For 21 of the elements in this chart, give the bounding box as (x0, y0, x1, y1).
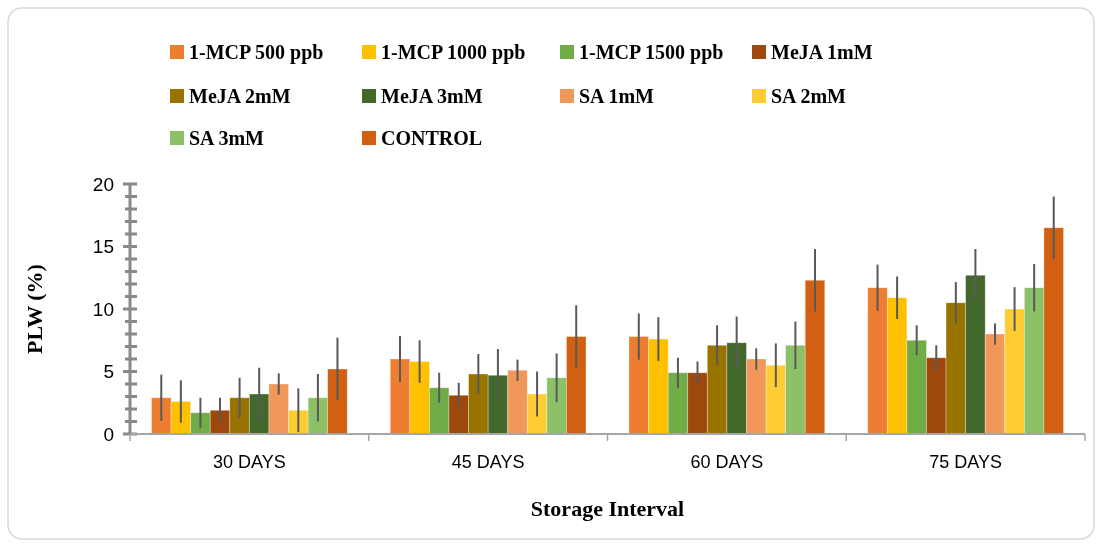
x-tick-label: 30 DAYS (213, 452, 286, 472)
y-tick-label: 0 (103, 423, 114, 445)
legend-label: 1-MCP 500 ppb (189, 41, 324, 64)
legend-label: 1-MCP 1000 ppb (381, 41, 526, 64)
y-axis-title: PLW (%) (22, 264, 47, 354)
y-tick-label: 20 (92, 173, 114, 195)
legend-label: SA 1mM (579, 85, 655, 107)
y-tick-label: 15 (92, 236, 114, 258)
x-tick-label: 75 DAYS (929, 452, 1002, 472)
legend-label: 1-MCP 1500 ppb (579, 41, 724, 64)
legend-label: MeJA 3mM (381, 85, 483, 107)
y-tick-label: 10 (92, 298, 114, 320)
legend-label: CONTROL (381, 127, 483, 149)
y-tick-label: 5 (103, 361, 114, 383)
legend-label: MeJA 1mM (771, 41, 873, 63)
x-axis-title: Storage Interval (530, 496, 685, 521)
legend-label: SA 2mM (771, 85, 847, 107)
legend-label: MeJA 2mM (189, 85, 291, 107)
x-tick-label: 60 DAYS (690, 452, 764, 472)
legend-label: SA 3mM (189, 127, 265, 149)
x-tick-label: 45 DAYS (451, 452, 525, 472)
